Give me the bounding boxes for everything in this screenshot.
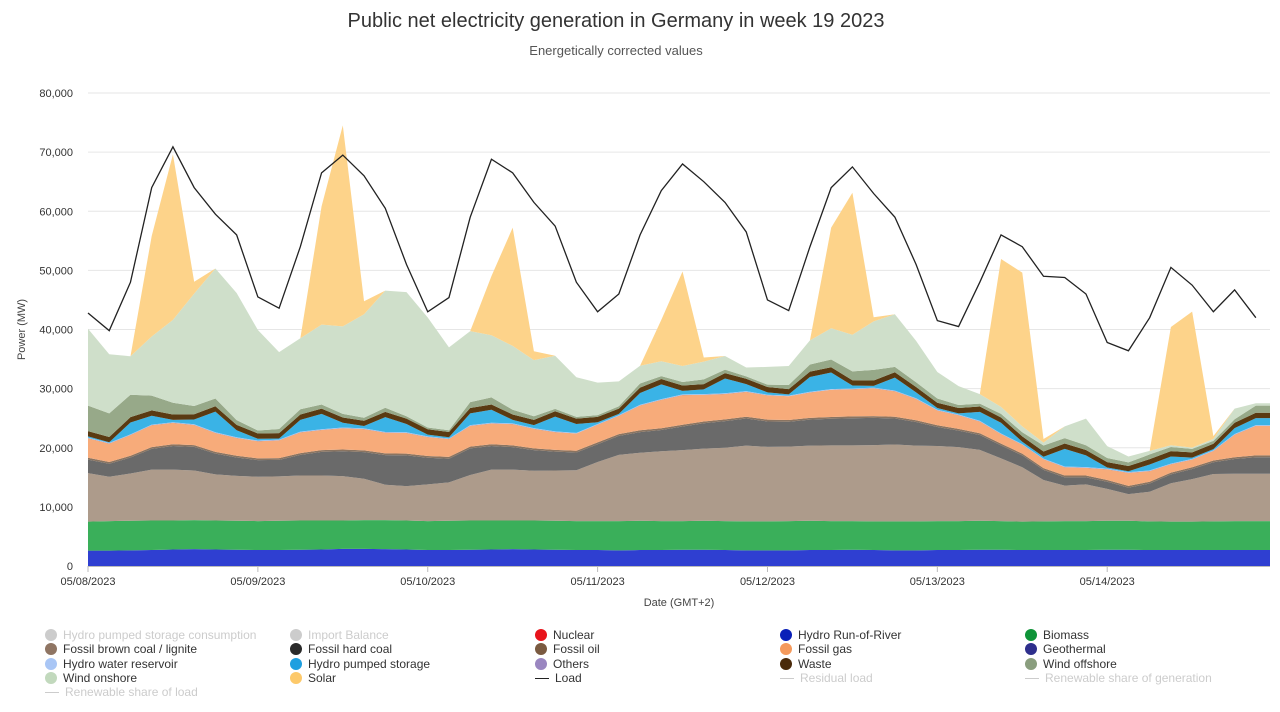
area-hydro-pumped-storage	[88, 372, 1270, 473]
area-solar	[88, 125, 1270, 457]
x-tick-label: 05/09/2023	[230, 576, 285, 588]
chart-svg: 0 10,000 20,000 30,000 40,000 50,000 60,000 70,…	[16, 88, 1270, 609]
legend-dot-icon	[290, 671, 302, 684]
legend-label: Renewable share of load	[65, 685, 198, 700]
legend-label: Nuclear	[553, 628, 595, 642]
legend-item-others[interactable]: Others	[535, 657, 589, 671]
legend-item-import-balance[interactable]: Import Balance	[290, 628, 389, 642]
legend-dot-icon	[290, 643, 302, 656]
legend-label: Geothermal	[1043, 642, 1106, 657]
load-line-group	[87, 145, 1257, 352]
legend-label: Waste	[798, 656, 832, 671]
legend-label: Hydro water reservoir	[63, 656, 178, 671]
legend-label: Hydro pumped storage consumption	[63, 628, 257, 642]
legend-label: Solar	[308, 670, 337, 685]
legend-label: Load	[555, 670, 582, 685]
legend-dot-icon	[780, 629, 792, 641]
y-tick-label: 80,000	[39, 88, 73, 100]
legend-label: Import Balance	[308, 628, 389, 642]
legend-dot-icon	[780, 643, 792, 656]
legend-item-hydro-water-reservoir[interactable]: Hydro water reservoir	[45, 657, 178, 671]
y-tick-label: 30,000	[39, 384, 73, 396]
legend-item-hydro-run-of-river[interactable]: Hydro Run-of-River	[780, 628, 901, 642]
legend-item-fossil-gas[interactable]: Fossil gas	[780, 642, 852, 656]
legend-item-hydro-pumped-storage[interactable]: Hydro pumped storage	[290, 657, 430, 671]
y-tick-label: 20,000	[39, 443, 73, 455]
x-tick-label: 05/13/2023	[910, 576, 965, 588]
legend-item-waste[interactable]: Waste	[780, 657, 832, 671]
legend-item-nuclear[interactable]: Nuclear	[535, 628, 594, 642]
y-tick-label: 50,000	[39, 265, 73, 277]
area-fossil-brown-coal-lignite	[88, 444, 1270, 522]
legend-item-fossil-brown-coal-lignite[interactable]: Fossil brown coal / lignite	[45, 642, 197, 656]
legend-label: Hydro pumped storage	[308, 656, 431, 671]
x-tick-label: 05/08/2023	[60, 576, 115, 588]
legend-dot-icon	[290, 629, 302, 641]
area-wind-onshore	[88, 268, 1270, 463]
legend-dot-icon	[1025, 657, 1037, 670]
x-tick-label: 05/10/2023	[400, 576, 455, 588]
legend-item-hydro-pumped-storage-consumption[interactable]: Hydro pumped storage consumption	[45, 628, 256, 642]
area-biomass	[88, 520, 1270, 551]
legend-label: Wind onshore	[63, 670, 138, 685]
legend-label: Fossil oil	[553, 642, 600, 657]
legend-item-renewable-share-of-load[interactable]: Renewable share of load	[45, 685, 198, 699]
axes: 0 10,000 20,000 30,000 40,000 50,000 60,000 70,…	[16, 88, 1270, 609]
legend-item-solar[interactable]: Solar	[290, 671, 336, 685]
x-tick-label: 05/11/2023	[570, 576, 624, 588]
x-tick-label: 05/14/2023	[1080, 576, 1135, 588]
legend-item-fossil-oil[interactable]: Fossil oil	[535, 642, 600, 656]
legend-dot-icon	[45, 657, 57, 670]
legend-line-icon	[535, 677, 549, 679]
legend-dot-icon	[780, 657, 792, 670]
legend-item-geothermal[interactable]: Geothermal	[1025, 642, 1106, 656]
legend-dot-icon	[1025, 643, 1037, 656]
stacked-areas	[88, 125, 1270, 566]
chart-title: Public net electricity generation in Ger…	[347, 10, 885, 32]
legend-line-icon	[1025, 677, 1039, 679]
load-line	[87, 145, 1257, 352]
legend-label: Fossil hard coal	[308, 642, 393, 657]
y-tick-label: 60,000	[39, 206, 73, 218]
legend-label: Renewable share of generation	[1045, 670, 1212, 685]
legend-item-load[interactable]: Load	[535, 671, 582, 685]
y-tick-label: 40,000	[39, 325, 73, 337]
area-hydro-run-of-river	[88, 548, 1270, 566]
legend-dot-icon	[45, 629, 57, 641]
legend-dot-icon	[45, 671, 57, 684]
legend-label: Hydro Run-of-River	[798, 628, 902, 642]
legend-item-fossil-hard-coal[interactable]: Fossil hard coal	[290, 642, 392, 656]
area-wind-offshore	[88, 359, 1270, 466]
y-axis-title: Power (MW)	[16, 299, 28, 360]
legend-label: Residual load	[800, 670, 873, 685]
legend-label: Others	[553, 656, 590, 671]
legend-item-wind-offshore[interactable]: Wind offshore	[1025, 657, 1117, 671]
legend-label: Biomass	[1043, 628, 1090, 642]
legend-line-icon	[780, 677, 794, 679]
legend-label: Wind offshore	[1043, 656, 1117, 671]
legend-label: Fossil gas	[798, 642, 853, 657]
y-tick-label: 0	[67, 561, 73, 573]
area-fossil-gas	[88, 388, 1270, 486]
area-waste	[88, 367, 1270, 472]
legend-item-renewable-share-of-generation[interactable]: Renewable share of generation	[1025, 671, 1212, 685]
chart-subtitle: Energetically corrected values	[529, 43, 703, 58]
y-tick-label: 10,000	[39, 502, 73, 514]
legend-dot-icon	[290, 657, 302, 670]
x-axis-title: Date (GMT+2)	[644, 597, 715, 609]
x-tick-label: 05/12/2023	[740, 576, 795, 588]
legend-dot-icon	[535, 643, 547, 656]
legend-label: Fossil brown coal / lignite	[63, 642, 198, 657]
legend-dot-icon	[45, 643, 57, 656]
legend-dot-icon	[535, 629, 547, 641]
legend-item-residual-load[interactable]: Residual load	[780, 671, 873, 685]
legend-dot-icon	[1025, 629, 1037, 641]
legend-item-wind-onshore[interactable]: Wind onshore	[45, 671, 137, 685]
legend-line-icon	[45, 692, 59, 694]
legend-dot-icon	[535, 657, 547, 670]
area-fossil-hard-coal	[88, 417, 1270, 495]
legend-item-biomass[interactable]: Biomass	[1025, 628, 1089, 642]
y-tick-label: 70,000	[39, 147, 73, 159]
